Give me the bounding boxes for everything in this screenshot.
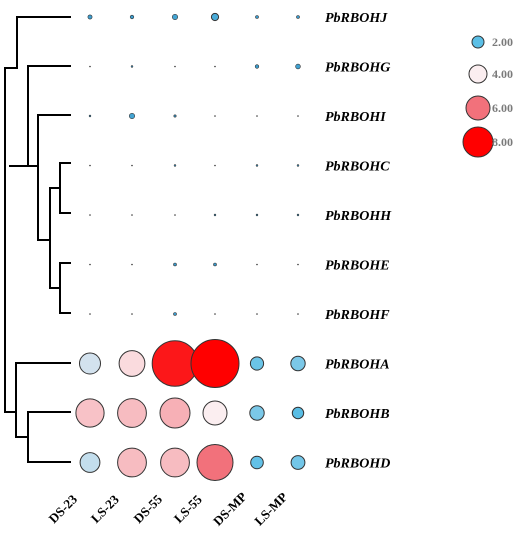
- row-label: PbRBOHC: [325, 160, 390, 175]
- dendrogram: [4, 16, 71, 463]
- bubble: [89, 65, 91, 68]
- bubble: [118, 350, 146, 377]
- bubble: [255, 213, 259, 217]
- bubble: [210, 12, 220, 22]
- legend-bubble: [468, 64, 488, 84]
- bubble: [131, 164, 133, 167]
- bubble: [297, 263, 299, 266]
- row-label: PbRBOHG: [325, 61, 390, 76]
- bubble: [256, 263, 258, 266]
- bubble: [79, 352, 101, 375]
- bubble: [159, 397, 191, 429]
- row-label: PbRBOHE: [325, 259, 390, 274]
- bubble: [291, 406, 305, 420]
- bubble: [295, 63, 301, 70]
- bubble: [117, 398, 147, 428]
- bubble: [174, 214, 176, 216]
- bubble: [89, 313, 91, 315]
- column-label: LS-23: [88, 491, 122, 525]
- legend-label: 8.00: [492, 135, 513, 149]
- bubble: [256, 115, 258, 117]
- bubble: [87, 14, 93, 20]
- bubble: [75, 398, 105, 428]
- bubble: [214, 115, 216, 117]
- bubble: [160, 447, 190, 478]
- bubble: [214, 313, 216, 315]
- bubble: [290, 355, 306, 372]
- bubble: [89, 164, 91, 167]
- bubble: [129, 113, 136, 120]
- bubble: [297, 115, 299, 117]
- column-label: DS-MP: [210, 489, 250, 529]
- size-legend: 2.00 4.00 6.00 8.00: [462, 35, 513, 158]
- legend-bubble: [462, 126, 494, 158]
- bubble: [131, 263, 133, 266]
- bubble: [290, 455, 306, 470]
- bubble: [190, 339, 240, 388]
- row-label: PbRBOHH: [325, 209, 392, 224]
- column-label: LS-55: [171, 491, 205, 525]
- legend-label: 2.00: [492, 35, 513, 49]
- bubble: [79, 452, 101, 473]
- bubble: [255, 15, 259, 19]
- legend-label: 6.00: [492, 101, 513, 115]
- bubble: [173, 312, 177, 316]
- row-label: PbRBOHA: [325, 358, 390, 373]
- bubble: [196, 444, 234, 481]
- column-label: DS-23: [46, 491, 81, 526]
- bubble: [117, 447, 147, 478]
- bubble: [296, 15, 300, 19]
- bubble: [214, 65, 216, 68]
- row-label: PbRBOHJ: [325, 11, 388, 26]
- bubble: [129, 14, 135, 20]
- bubble: [172, 14, 179, 21]
- bubble: [256, 313, 258, 315]
- bubble: [173, 164, 177, 167]
- bubble: [250, 455, 264, 470]
- bubble: [213, 262, 217, 267]
- column-label: DS-55: [131, 491, 166, 526]
- bubble: [249, 356, 265, 371]
- column-label: LS-MP: [251, 489, 290, 528]
- bubble: [89, 214, 91, 216]
- bubble: [173, 114, 177, 118]
- bubble: [202, 400, 228, 426]
- bubble-grid: [75, 12, 306, 481]
- column-labels: DS-23 LS-23 DS-55 LS-55 DS-MP LS-MP: [46, 489, 291, 529]
- bubble: [296, 213, 300, 217]
- bubble: [254, 64, 260, 69]
- bubble: [130, 65, 134, 68]
- bubble: [249, 405, 265, 421]
- bubble: [296, 164, 300, 167]
- row-labels: PbRBOHJ PbRBOHG PbRBOHI PbRBOHC PbRBOHH PbRBO…: [325, 11, 392, 472]
- row-label: PbRBOHD: [325, 457, 390, 472]
- bubble: [88, 114, 92, 118]
- bubble: [173, 262, 177, 267]
- legend-bubble: [465, 95, 491, 121]
- row-label: PbRBOHF: [325, 308, 390, 323]
- bubble: [214, 164, 216, 167]
- legend-bubble: [471, 35, 485, 49]
- bubble: [131, 313, 133, 315]
- bubble: [89, 263, 91, 266]
- row-label: PbRBOHI: [325, 110, 386, 125]
- legend-label: 4.00: [492, 67, 513, 81]
- bubble: [131, 214, 133, 216]
- row-label: PbRBOHB: [325, 407, 390, 422]
- bubble: [213, 213, 217, 217]
- bubble: [174, 65, 176, 68]
- bubble: [297, 313, 299, 315]
- bubble: [255, 164, 259, 167]
